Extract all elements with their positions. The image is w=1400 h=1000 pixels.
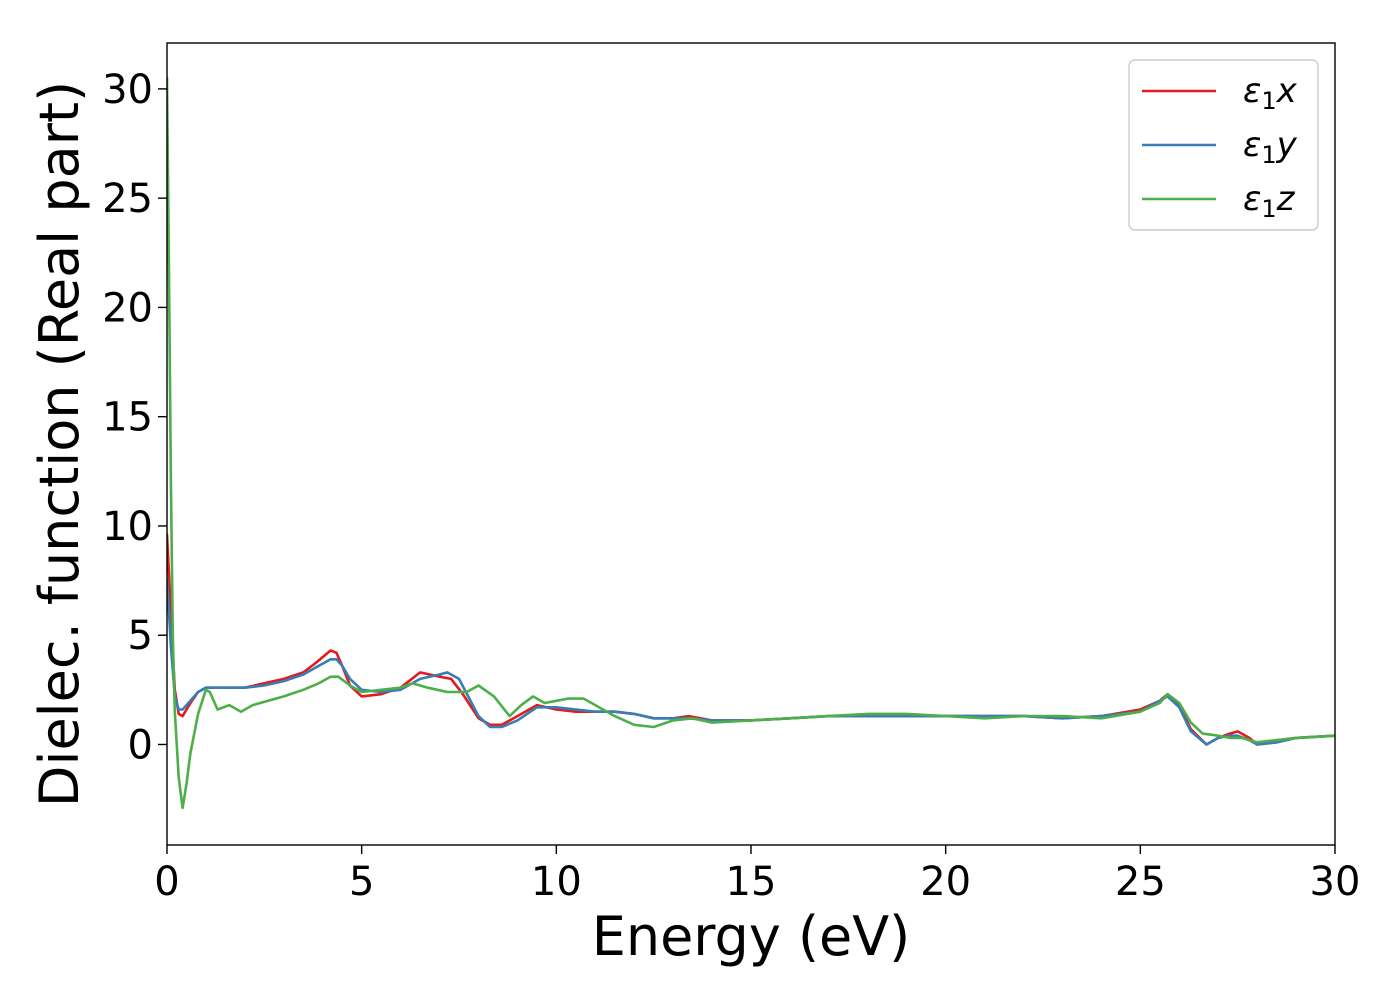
- legend-label-suffix: z: [1276, 179, 1296, 219]
- x-tick-label: 10: [531, 859, 582, 905]
- legend-label-y: ε1y: [1243, 125, 1298, 169]
- legend-box: [1128, 59, 1319, 231]
- x-tick-label: 5: [349, 859, 374, 905]
- y-tick-label: 10: [102, 504, 153, 550]
- x-tick-label: 0: [154, 859, 179, 905]
- legend-label-z: ε1z: [1243, 179, 1296, 223]
- x-axis-title: Energy (eV): [592, 905, 911, 968]
- series-line-z: [167, 76, 1335, 810]
- x-tick-label: 30: [1310, 859, 1361, 905]
- y-tick-label: 20: [102, 285, 153, 331]
- y-tick-label: 15: [102, 395, 153, 441]
- x-tick-label: 15: [726, 859, 777, 905]
- x-axis: 0 5 10 15 20 25 30: [154, 845, 1360, 905]
- legend-label-subscript: 1: [1261, 141, 1276, 169]
- y-axis-title: Dielec. function (Real part): [28, 81, 91, 807]
- legend-label-base: ε: [1243, 125, 1261, 165]
- y-axis: 0 5 10 15 20 25 30: [102, 67, 167, 768]
- legend-label-base: ε: [1243, 71, 1261, 111]
- y-tick-label: 5: [128, 613, 153, 659]
- x-tick-label: 20: [920, 859, 971, 905]
- legend-label-subscript: 1: [1261, 87, 1276, 115]
- legend-label-subscript: 1: [1261, 195, 1276, 223]
- legend-label-suffix: y: [1276, 125, 1298, 165]
- y-tick-label: 30: [102, 67, 153, 113]
- legend-label-base: ε: [1243, 179, 1261, 219]
- legend-label-x: ε1x: [1243, 71, 1298, 115]
- y-tick-label: 25: [102, 176, 153, 222]
- series-line-y: [167, 577, 1335, 746]
- legend-label-suffix: x: [1276, 71, 1298, 111]
- series-lines: [167, 76, 1335, 810]
- x-tick-label: 25: [1115, 859, 1166, 905]
- y-tick-label: 0: [128, 722, 153, 768]
